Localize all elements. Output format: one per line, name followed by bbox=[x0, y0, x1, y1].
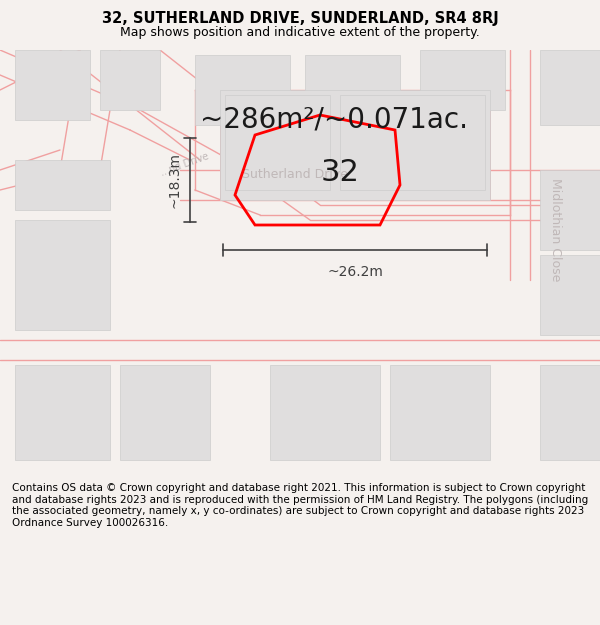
Polygon shape bbox=[305, 55, 400, 125]
Text: 32: 32 bbox=[320, 158, 359, 188]
Polygon shape bbox=[220, 90, 490, 200]
Text: 32, SUTHERLAND DRIVE, SUNDERLAND, SR4 8RJ: 32, SUTHERLAND DRIVE, SUNDERLAND, SR4 8R… bbox=[101, 11, 499, 26]
Polygon shape bbox=[420, 50, 505, 110]
Polygon shape bbox=[340, 95, 485, 190]
Polygon shape bbox=[15, 50, 90, 120]
Text: Midlothian Close: Midlothian Close bbox=[548, 178, 562, 282]
Polygon shape bbox=[390, 365, 490, 460]
Text: ...nd Drive: ...nd Drive bbox=[160, 152, 211, 178]
Text: Contains OS data © Crown copyright and database right 2021. This information is : Contains OS data © Crown copyright and d… bbox=[12, 483, 588, 528]
Polygon shape bbox=[15, 220, 110, 330]
Text: Sutherland Drive: Sutherland Drive bbox=[242, 169, 348, 181]
Polygon shape bbox=[540, 365, 600, 460]
Polygon shape bbox=[15, 365, 110, 460]
Polygon shape bbox=[120, 365, 210, 460]
Polygon shape bbox=[540, 170, 600, 250]
Polygon shape bbox=[540, 50, 600, 125]
Polygon shape bbox=[100, 50, 160, 110]
Polygon shape bbox=[270, 365, 380, 460]
Polygon shape bbox=[540, 255, 600, 335]
Polygon shape bbox=[15, 160, 110, 210]
Text: ~18.3m: ~18.3m bbox=[168, 152, 182, 208]
Text: Map shows position and indicative extent of the property.: Map shows position and indicative extent… bbox=[120, 26, 480, 39]
Polygon shape bbox=[195, 55, 290, 125]
Text: ~286m²/~0.071ac.: ~286m²/~0.071ac. bbox=[200, 106, 468, 134]
Text: ~26.2m: ~26.2m bbox=[327, 265, 383, 279]
Polygon shape bbox=[225, 95, 330, 190]
